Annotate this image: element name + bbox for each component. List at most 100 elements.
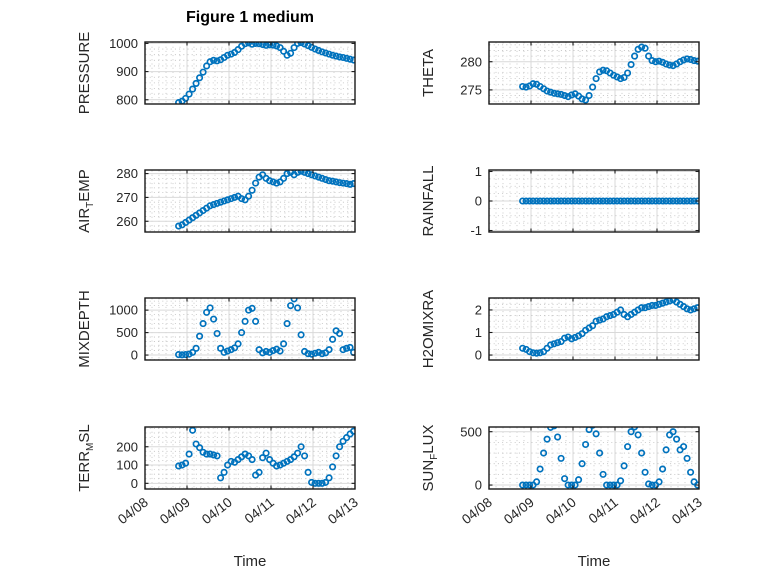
ylabel-text: AIR [76, 207, 93, 233]
x-tick-label: 04/12 [283, 495, 319, 528]
y-tick-label: 0 [475, 348, 482, 363]
subplot-h2omixra: H2OMIXRA 0 1 2 [420, 290, 700, 368]
x-tick-label: 04/10 [543, 495, 579, 528]
x-tick-label: 04/13 [669, 495, 705, 528]
y-tick-label: 0 [475, 194, 482, 209]
ylabel-text: SL [76, 424, 93, 443]
mixdepth-plot-area: 0 500 1000 [109, 297, 356, 363]
tick-marks [144, 427, 356, 489]
axes-box [144, 169, 356, 233]
ylabel-text: LUX [420, 424, 437, 454]
ylabel-text: MIXDEPTH [76, 290, 93, 368]
x-tick-label: 04/09 [501, 495, 537, 528]
axes-box [144, 41, 356, 105]
subplot-sun-flux: SUNFLUX 0 500 04/08 04/09 04/10 04/11 04/12 04/… [420, 424, 705, 527]
subplot-rainfall: RAINFALL -1 0 1 [420, 164, 700, 238]
ylabel-subscript: T [85, 201, 96, 208]
y-tick-label: 0 [131, 476, 138, 491]
pressure-plot-area: 800 900 1000 [109, 36, 356, 107]
y-tick-label: 1 [475, 164, 482, 179]
x-tick-label: 04/12 [627, 495, 663, 528]
ylabel-text: TERR [76, 450, 93, 492]
data-markers [175, 41, 356, 105]
axes-box [488, 297, 700, 361]
h2omixra-plot-area: 0 1 2 [475, 297, 700, 363]
ylabel-text: H2OMIXRA [420, 289, 437, 369]
tick-marks [144, 298, 356, 360]
axes-box [488, 41, 700, 105]
minor-grid [489, 170, 699, 232]
ylabel-text: SUN [420, 459, 437, 492]
x-tick-label: 04/08 [115, 495, 151, 528]
y-tick-label: 0 [131, 348, 138, 363]
y-tick-label: 280 [460, 54, 482, 69]
x-tick-label: 04/11 [242, 495, 277, 527]
subplot-pressure: PRESSURE 800 900 1000 [76, 32, 356, 114]
data-markers [519, 43, 700, 104]
y-tick-label: 0 [475, 478, 482, 493]
y-tick-labels: 0 500 [460, 424, 482, 492]
minor-grid [489, 427, 699, 489]
theta-plot-area: 275 280 [460, 41, 700, 105]
x-tick-label: 04/10 [199, 495, 235, 528]
x-tick-labels: 04/08 04/09 04/10 04/11 04/12 04/13 [115, 495, 361, 528]
axes-box [488, 426, 700, 490]
tick-marks [144, 42, 356, 104]
air-temp-plot-area: 260 270 280 [116, 166, 356, 233]
y-tick-labels: 275 280 [460, 54, 482, 97]
y-tick-labels: -1 0 1 [470, 164, 482, 238]
ylabel-text: EMP [76, 169, 93, 202]
y-tick-label: 1000 [109, 303, 138, 318]
tick-marks [488, 427, 700, 489]
y-tick-label: 1 [475, 325, 482, 340]
sun-flux-plot-area: 0 500 04/08 04/09 04/10 04/11 04/12 04/13 [459, 424, 705, 527]
y-tick-label: 270 [116, 190, 138, 205]
y-tick-label: 280 [116, 166, 138, 181]
y-tick-label: 1000 [109, 36, 138, 51]
data-markers [175, 297, 356, 359]
y-tick-labels: 0 100 200 [116, 439, 138, 491]
y-tick-label: 900 [116, 64, 138, 79]
rainfall-plot-area: -1 0 1 [470, 164, 700, 238]
x-tick-label: 04/09 [157, 495, 193, 528]
x-tick-label: 04/11 [586, 495, 621, 527]
ylabel-text: THETA [420, 48, 437, 98]
y-tick-label: 275 [460, 82, 482, 97]
x-tick-label: 04/13 [325, 495, 361, 528]
axes-box [144, 426, 356, 490]
axes-box [144, 297, 356, 361]
ylabel-text: PRESSURE [76, 31, 93, 115]
data-markers [519, 297, 700, 357]
minor-grid [145, 42, 355, 104]
y-tick-label: 800 [116, 92, 138, 107]
minor-grid [489, 42, 699, 104]
minor-grid [145, 427, 355, 489]
y-tick-label: 500 [460, 424, 482, 439]
data-markers [519, 197, 700, 205]
y-tick-labels: 0 500 1000 [109, 303, 138, 363]
data-markers [175, 426, 356, 487]
ylabel-subscript: M [85, 442, 96, 451]
y-tick-labels: 800 900 1000 [109, 36, 138, 107]
x-tick-labels: 04/08 04/09 04/10 04/11 04/12 04/13 [459, 495, 705, 528]
tick-marks [488, 42, 700, 104]
subplot-theta: THETA 275 280 [420, 41, 700, 105]
tick-marks [144, 170, 356, 232]
y-tick-label: 2 [475, 302, 482, 317]
xlabel-time-right: Time [577, 553, 611, 570]
ylabel-text: RAINFALL [420, 165, 437, 237]
xlabel-time-left: Time [233, 553, 267, 570]
y-tick-labels: 0 1 2 [475, 302, 482, 362]
figure-title: Figure 1 medium [185, 9, 315, 26]
ylabel-subscript: F [429, 453, 440, 460]
subplot-terr-msl: TERRMSL 0 100 200 04/08 04/09 04/10 04/11 04/12… [76, 424, 361, 527]
y-tick-labels: 260 270 280 [116, 166, 138, 229]
y-tick-label: 100 [116, 458, 138, 473]
terr-msl-plot-area: 0 100 200 04/08 04/09 04/10 04/11 04/12 04/13 [115, 426, 361, 527]
ylabel-sun-flux: SUNFLUX [419, 377, 440, 539]
data-markers [519, 426, 700, 489]
x-tick-label: 04/08 [459, 495, 495, 528]
data-markers [175, 169, 356, 230]
subplot-mixdepth: MIXDEPTH 0 500 1000 [76, 290, 356, 368]
